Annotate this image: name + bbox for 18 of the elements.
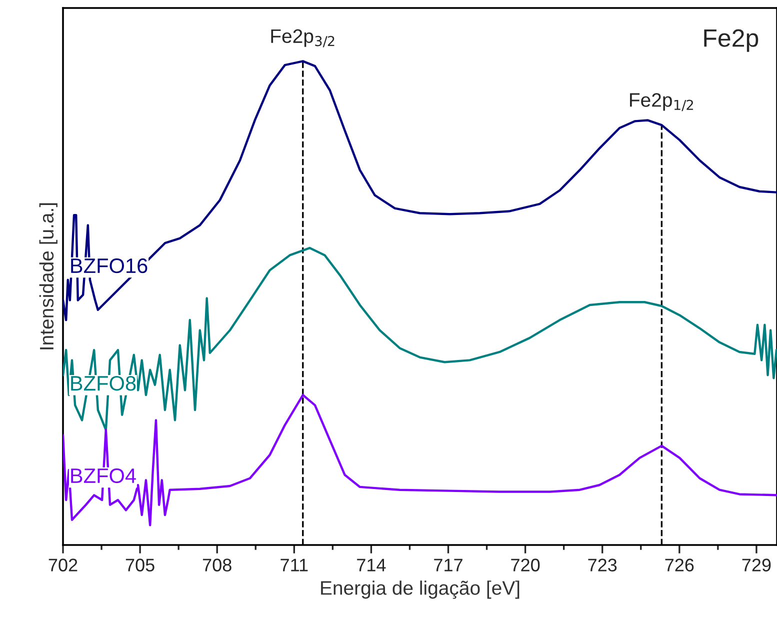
text: Fe2p (704, 29, 758, 52)
y-axis-title: Intensidade [u.a.] (39, 203, 58, 350)
x-tick-label: 711 (280, 558, 308, 572)
annotation: Fe2p$_{3/2}$ (271, 29, 334, 48)
series-label: BZFO16 (71, 258, 148, 274)
x-tick-label: 720 (511, 558, 540, 572)
x-tick-label: 702 (48, 558, 78, 572)
series-label: BZFO4 (71, 468, 136, 484)
annotation: Fe2p$_{1/2}$ (630, 93, 693, 112)
x-tick-label: 717 (434, 558, 462, 572)
x-tick-label: 723 (588, 558, 617, 572)
x-tick-label: 708 (202, 558, 232, 572)
x-axis-title: Energia de ligação [eV] (321, 580, 520, 599)
series-label: BZFO8 (71, 376, 136, 391)
x-tick-label: 705 (126, 558, 154, 572)
x-tick-label: 726 (665, 558, 694, 572)
x-tick-label: 714 (357, 558, 386, 572)
x-tick-label: 729 (742, 558, 771, 572)
